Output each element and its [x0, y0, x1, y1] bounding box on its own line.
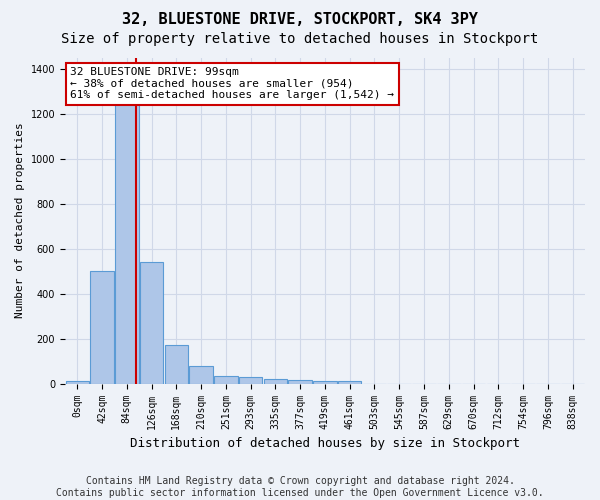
Text: Contains HM Land Registry data © Crown copyright and database right 2024.
Contai: Contains HM Land Registry data © Crown c…	[56, 476, 544, 498]
Bar	[214, 376, 238, 384]
X-axis label: Distribution of detached houses by size in Stockport: Distribution of detached houses by size …	[130, 437, 520, 450]
Bar	[164, 346, 188, 384]
Bar	[90, 271, 114, 384]
Bar	[313, 382, 337, 384]
Text: 32 BLUESTONE DRIVE: 99sqm
← 38% of detached houses are smaller (954)
61% of semi: 32 BLUESTONE DRIVE: 99sqm ← 38% of detac…	[70, 68, 394, 100]
Bar	[338, 382, 361, 384]
Text: Size of property relative to detached houses in Stockport: Size of property relative to detached ho…	[61, 32, 539, 46]
Text: 32, BLUESTONE DRIVE, STOCKPORT, SK4 3PY: 32, BLUESTONE DRIVE, STOCKPORT, SK4 3PY	[122, 12, 478, 28]
Bar	[239, 377, 262, 384]
Bar	[140, 262, 163, 384]
Y-axis label: Number of detached properties: Number of detached properties	[15, 122, 25, 318]
Bar	[115, 102, 139, 384]
Bar	[289, 380, 312, 384]
Bar	[190, 366, 213, 384]
Bar	[65, 382, 89, 384]
Bar	[263, 379, 287, 384]
